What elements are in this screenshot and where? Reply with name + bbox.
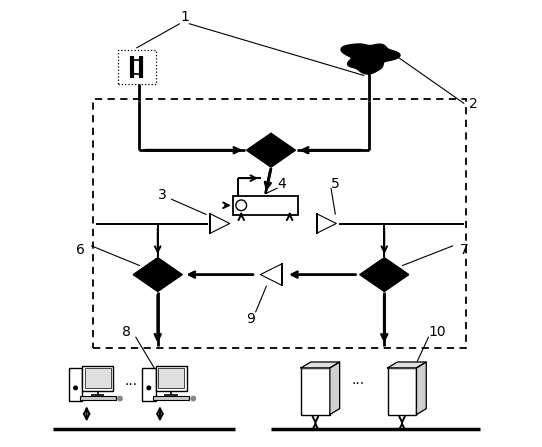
Bar — [301, 368, 330, 414]
Text: 10: 10 — [429, 325, 447, 339]
Polygon shape — [260, 264, 282, 285]
Bar — [233, 196, 298, 215]
Circle shape — [191, 396, 196, 401]
Bar — [153, 396, 189, 400]
Polygon shape — [317, 214, 336, 233]
Text: 7: 7 — [460, 243, 469, 257]
Bar — [85, 368, 111, 388]
Bar — [93, 99, 467, 348]
Bar — [388, 368, 416, 414]
Polygon shape — [360, 258, 409, 291]
Polygon shape — [210, 214, 230, 233]
Polygon shape — [133, 258, 182, 291]
Text: 5: 5 — [331, 177, 340, 190]
Bar — [142, 368, 156, 401]
Text: 2: 2 — [469, 97, 478, 110]
Polygon shape — [416, 362, 426, 414]
Bar — [80, 396, 115, 400]
Bar — [69, 368, 82, 401]
Bar — [158, 368, 184, 388]
Text: 1: 1 — [180, 10, 189, 24]
Bar — [82, 366, 113, 392]
Text: 3: 3 — [158, 188, 166, 202]
Text: 8: 8 — [122, 325, 131, 339]
Bar — [118, 50, 156, 84]
Polygon shape — [247, 133, 295, 167]
Polygon shape — [341, 44, 400, 74]
Text: ...: ... — [125, 374, 138, 388]
Text: 6: 6 — [75, 243, 85, 257]
Bar — [156, 366, 186, 392]
Circle shape — [147, 386, 151, 390]
Circle shape — [236, 200, 247, 211]
Text: 9: 9 — [247, 312, 255, 326]
Circle shape — [74, 386, 78, 390]
Circle shape — [118, 396, 122, 401]
Text: 4: 4 — [278, 177, 287, 190]
Polygon shape — [388, 362, 426, 368]
Polygon shape — [301, 362, 340, 368]
Text: ...: ... — [351, 373, 364, 387]
Polygon shape — [330, 362, 340, 414]
